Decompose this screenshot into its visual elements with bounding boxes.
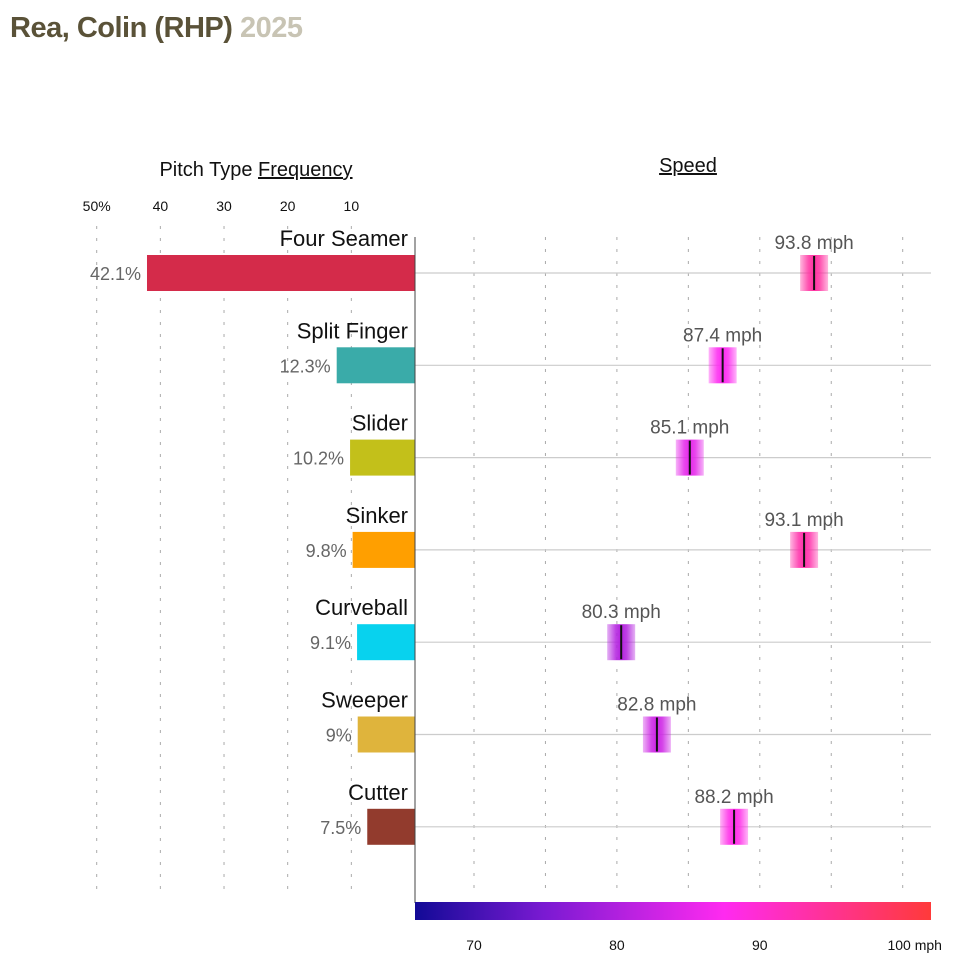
- speed-value-label: 93.1 mph: [764, 510, 843, 531]
- frequency-value-label: 9.1%: [310, 633, 351, 653]
- frequency-value-label: 42.1%: [90, 264, 141, 284]
- speed-value-label: 88.2 mph: [694, 787, 773, 808]
- frequency-bar[interactable]: [146, 255, 415, 291]
- speed-value-label: 80.3 mph: [582, 602, 661, 623]
- speed-value-label: 93.8 mph: [774, 233, 853, 254]
- pitch-name-label: Sinker: [346, 503, 408, 528]
- page-title: Rea, Colin (RHP) 2025: [10, 12, 303, 45]
- frequency-tick-label: 20: [280, 198, 296, 214]
- pitch-row-split-finger: Split Finger 12.3% 87.4 mph: [280, 318, 931, 384]
- pitch-name-label: Split Finger: [297, 318, 408, 343]
- pitch-name-label: Four Seamer: [280, 226, 408, 251]
- speed-value-label: 85.1 mph: [650, 418, 729, 439]
- frequency-bar[interactable]: [357, 624, 415, 661]
- frequency-link[interactable]: Frequency: [258, 159, 353, 181]
- frequency-tick-label: 30: [216, 198, 232, 214]
- pitch-row-sinker: Sinker 9.8% 93.1 mph: [306, 503, 931, 568]
- pitch-row-slider: Slider 10.2% 85.1 mph: [293, 411, 931, 476]
- speed-title[interactable]: Speed: [659, 155, 717, 177]
- pitch-row-cutter: Cutter 7.5% 88.2 mph: [320, 780, 931, 845]
- speed-tick-label: 90: [752, 937, 768, 953]
- frequency-title: Pitch Type Frequency: [159, 159, 352, 181]
- frequency-bar[interactable]: [367, 808, 415, 845]
- frequency-tick-label: 50%: [83, 198, 111, 214]
- frequency-bar[interactable]: [336, 347, 415, 384]
- speed-value-label: 82.8 mph: [617, 695, 696, 716]
- pitcher-name: Rea, Colin (RHP): [10, 12, 233, 44]
- speed-colorbar: [415, 902, 931, 920]
- frequency-value-label: 7.5%: [320, 818, 361, 838]
- frequency-value-label: 12.3%: [280, 356, 331, 376]
- frequency-tick-label: 10: [344, 198, 360, 214]
- pitch-row-sweeper: Sweeper 9% 82.8 mph: [321, 688, 931, 753]
- speed-tick-label: 80: [609, 937, 625, 953]
- frequency-bar[interactable]: [352, 531, 415, 568]
- pitch-name-label: Slider: [352, 411, 408, 436]
- pitch-name-label: Cutter: [348, 780, 408, 805]
- frequency-tick-label: 40: [153, 198, 169, 214]
- frequency-value-label: 10.2%: [293, 449, 344, 469]
- pitch-name-label: Curveball: [315, 595, 408, 620]
- pitch-row-four-seamer: Four Seamer 42.1% 93.8 mph: [90, 226, 931, 291]
- frequency-value-label: 9.8%: [306, 541, 347, 561]
- frequency-bar[interactable]: [350, 439, 415, 476]
- pitch-row-curveball: Curveball 9.1% 80.3 mph: [310, 595, 931, 661]
- speed-tick-label: 70: [466, 937, 482, 953]
- pitch-name-label: Sweeper: [321, 688, 408, 713]
- season-year: 2025: [239, 12, 303, 44]
- speed-value-label: 87.4 mph: [683, 325, 762, 346]
- speed-tick-label: 100 mph: [887, 937, 941, 953]
- frequency-value-label: 9%: [326, 726, 352, 746]
- frequency-bar[interactable]: [357, 716, 415, 753]
